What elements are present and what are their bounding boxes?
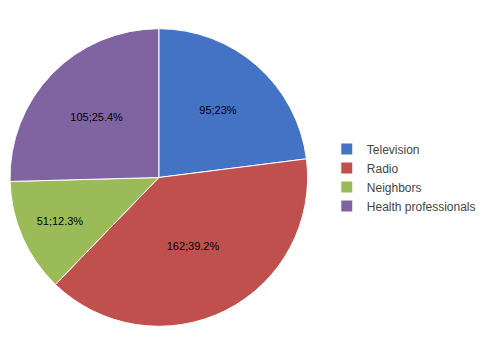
svg-text:Radio: Radio — [367, 162, 399, 176]
svg-text:Neighbors: Neighbors — [367, 181, 422, 195]
svg-text:105;25.4%: 105;25.4% — [70, 111, 123, 123]
svg-text:Health professionals: Health professionals — [367, 200, 476, 214]
svg-text:51;12.3%: 51;12.3% — [37, 215, 84, 227]
svg-text:Television: Television — [367, 143, 420, 157]
svg-text:95;23%: 95;23% — [199, 104, 237, 116]
svg-text:162;39.2%: 162;39.2% — [167, 240, 220, 252]
